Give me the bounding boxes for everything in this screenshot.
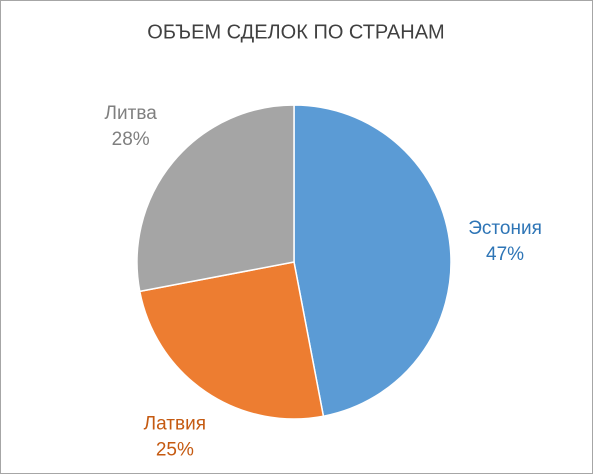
pie-slice xyxy=(136,104,295,293)
slice-value-label: 28% xyxy=(112,129,150,150)
slice-category-label: Латвия xyxy=(144,413,206,434)
slice-value-label: 47% xyxy=(486,244,524,265)
slice-value-label: 25% xyxy=(156,439,194,460)
slice-category-label: Эстония xyxy=(468,218,542,239)
chart-title: ОБЪЕМ СДЕЛОК ПО СТРАНАМ xyxy=(147,21,444,43)
slice-category-label: Литва xyxy=(105,103,158,124)
pie-slice xyxy=(293,104,452,418)
pie-slice xyxy=(138,261,325,420)
